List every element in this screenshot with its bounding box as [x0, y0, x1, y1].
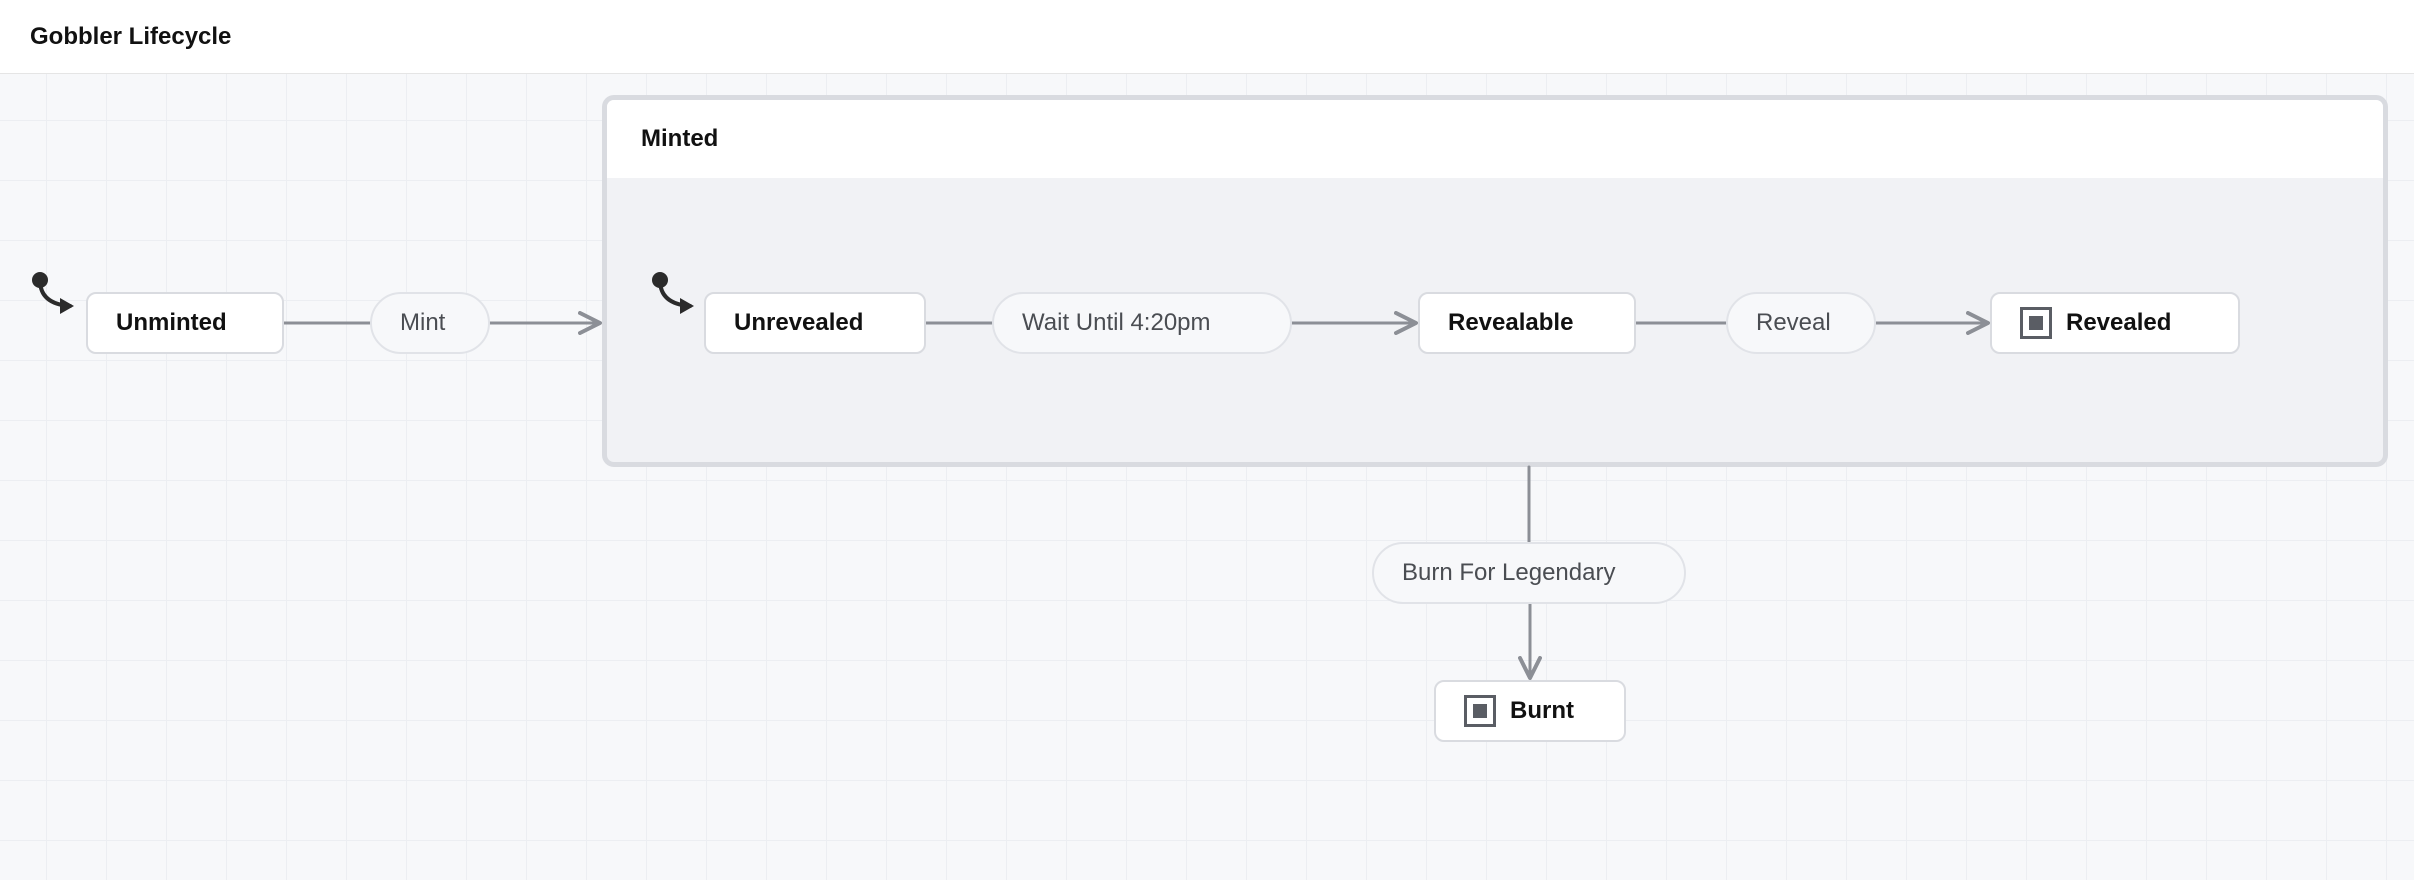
- compound-label: Minted: [641, 125, 718, 153]
- action-node-wait[interactable]: Wait Until 4:20pm: [992, 292, 1292, 354]
- node-label: Revealed: [2066, 309, 2171, 337]
- node-label: Mint: [400, 309, 445, 337]
- node-label: Wait Until 4:20pm: [1022, 309, 1211, 337]
- node-label: Burn For Legendary: [1402, 559, 1615, 587]
- state-node-burnt[interactable]: Burnt: [1434, 680, 1626, 742]
- page: Gobbler Lifecycle Minted UnmintedM: [0, 0, 2414, 880]
- initial-state-icon: [650, 270, 684, 314]
- action-node-reveal[interactable]: Reveal: [1726, 292, 1876, 354]
- final-state-icon: [2020, 307, 2052, 339]
- compound-node-minted[interactable]: Minted: [602, 95, 2388, 467]
- action-node-mint[interactable]: Mint: [370, 292, 490, 354]
- node-label: Burnt: [1510, 697, 1574, 725]
- state-node-unminted[interactable]: Unminted: [86, 292, 284, 354]
- node-label: Unminted: [116, 309, 227, 337]
- final-state-icon: [1464, 695, 1496, 727]
- node-label: Unrevealed: [734, 309, 863, 337]
- state-node-revealable[interactable]: Revealable: [1418, 292, 1636, 354]
- node-label: Revealable: [1448, 309, 1573, 337]
- initial-state-icon: [30, 270, 64, 314]
- state-node-unrevealed[interactable]: Unrevealed: [704, 292, 926, 354]
- compound-header: Minted: [607, 100, 2383, 178]
- action-node-burn[interactable]: Burn For Legendary: [1372, 542, 1686, 604]
- header: Gobbler Lifecycle: [0, 0, 2414, 74]
- state-node-revealed[interactable]: Revealed: [1990, 292, 2240, 354]
- page-title: Gobbler Lifecycle: [30, 23, 231, 51]
- node-label: Reveal: [1756, 309, 1831, 337]
- diagram-canvas[interactable]: Minted Unminted Mint Unrevealed Wait Until …: [0, 74, 2414, 880]
